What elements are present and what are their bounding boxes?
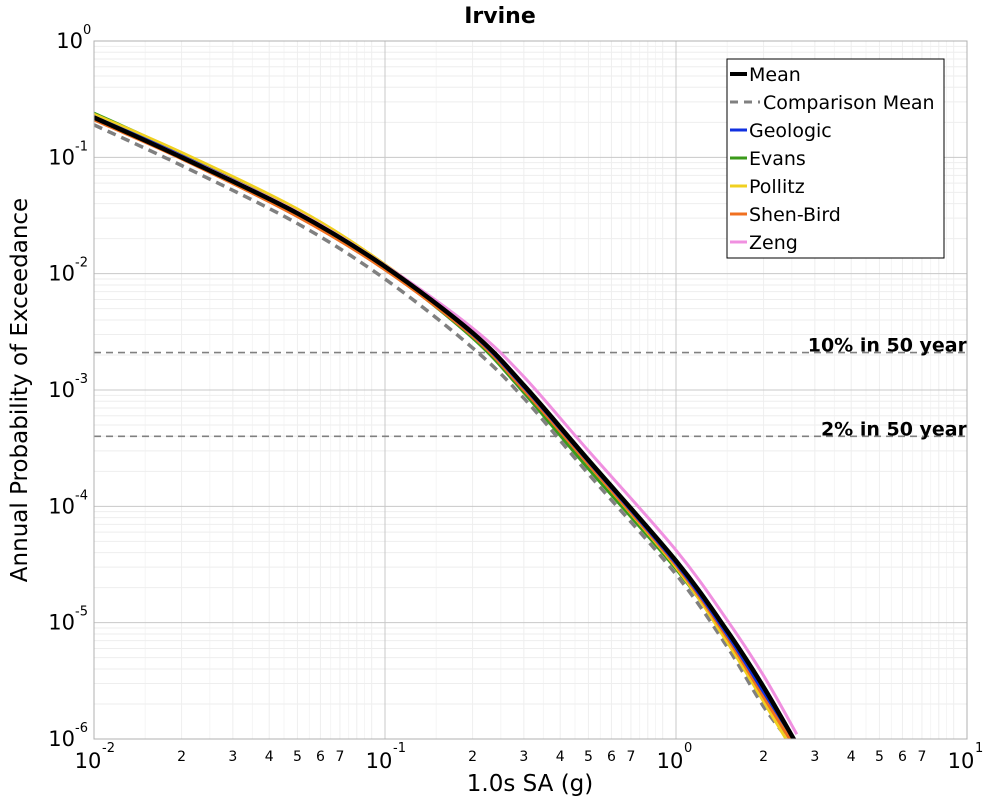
x-tick-exponent: 1 bbox=[975, 741, 983, 756]
reference-line-label: 2% in 50 year bbox=[821, 418, 968, 440]
x-minor-tick-label: 5 bbox=[293, 749, 302, 765]
y-tick-base: 10 bbox=[48, 262, 75, 286]
y-tick-base: 10 bbox=[48, 145, 75, 169]
reference-lines: 10% in 50 year 2% in 50 year bbox=[94, 335, 968, 440]
x-minor-tick-label: 6 bbox=[607, 749, 616, 765]
y-axis-label: Annual Probability of Exceedance bbox=[7, 198, 33, 582]
plot-frame bbox=[93, 40, 968, 740]
x-minor-tick-label: 7 bbox=[917, 749, 926, 765]
y-tick-base: 10 bbox=[48, 611, 75, 635]
legend-item: Mean bbox=[730, 64, 801, 86]
x-minor-tick-label: 4 bbox=[265, 749, 274, 765]
x-tick-exponent: -2 bbox=[102, 741, 115, 756]
legend-item: Evans bbox=[730, 148, 806, 170]
x-minor-tick-label: 2 bbox=[468, 749, 477, 765]
x-minor-tick-label: 3 bbox=[810, 749, 819, 765]
x-major-tick-label: 101 bbox=[948, 741, 984, 773]
y-major-tick-label: 10 0 bbox=[56, 23, 91, 53]
y-major-tick-label: 10 -5 bbox=[48, 605, 88, 635]
y-major-tick-label: 10 -2 bbox=[48, 256, 88, 286]
y-tick-exponent: -2 bbox=[75, 256, 88, 271]
x-minor-tick-label: 3 bbox=[228, 749, 237, 765]
x-minor-tick-label: 2 bbox=[759, 749, 768, 765]
y-tick-base: 10 bbox=[48, 727, 75, 751]
y-tick-exponent: -6 bbox=[75, 721, 88, 736]
x-minor-tick-label: 6 bbox=[316, 749, 325, 765]
y-major-tick-label: 10 -1 bbox=[48, 139, 88, 169]
x-major-tick-label: 10-2 bbox=[75, 741, 115, 773]
y-tick-base: 10 bbox=[56, 29, 83, 53]
y-tick-exponent: -3 bbox=[75, 372, 88, 387]
x-tick-exponent: -1 bbox=[393, 741, 406, 756]
legend-box bbox=[726, 58, 945, 259]
legend-label: Pollitz bbox=[749, 176, 805, 198]
legend-label: Geologic bbox=[749, 120, 832, 142]
x-minor-tick-label: 6 bbox=[898, 749, 907, 765]
legend: Mean Comparison Mean Geologic Evans Pollitz S… bbox=[726, 58, 945, 259]
chart-title: Irvine bbox=[464, 4, 536, 29]
legend-label: Comparison Mean bbox=[763, 92, 935, 114]
y-major-tick-label: 10 -6 bbox=[48, 721, 88, 751]
x-minor-tick-label: 7 bbox=[626, 749, 635, 765]
legend-label: Evans bbox=[749, 148, 806, 170]
x-tick-base: 10 bbox=[75, 749, 102, 773]
y-tick-base: 10 bbox=[48, 378, 75, 402]
legend-item: Shen-Bird bbox=[730, 204, 841, 226]
y-tick-exponent: -1 bbox=[75, 139, 88, 154]
x-minor-tick-label: 4 bbox=[847, 749, 856, 765]
x-major-tick-label: 10-1 bbox=[366, 741, 406, 773]
y-major-tick-label: 10 -4 bbox=[48, 488, 88, 518]
y-major-tick-label: 10 -3 bbox=[48, 372, 88, 402]
x-tick-base: 10 bbox=[657, 749, 684, 773]
series-line-mean bbox=[94, 115, 797, 739]
series-lines bbox=[94, 111, 799, 739]
legend-item: Comparison Mean bbox=[730, 92, 935, 114]
x-minor-tick-label: 7 bbox=[335, 749, 344, 765]
x-minor-tick-label: 4 bbox=[556, 749, 565, 765]
legend-label: Mean bbox=[749, 64, 801, 86]
x-minor-tick-label: 2 bbox=[177, 749, 186, 765]
x-tick-base: 10 bbox=[366, 749, 393, 773]
x-minor-tick-label: 5 bbox=[584, 749, 593, 765]
x-minor-tick-label: 3 bbox=[519, 749, 528, 765]
y-tick-exponent: 0 bbox=[83, 23, 91, 38]
legend-item: Geologic bbox=[730, 120, 832, 142]
legend-item: Pollitz bbox=[730, 176, 805, 198]
x-tick-base: 10 bbox=[948, 749, 975, 773]
legend-item: Zeng bbox=[730, 232, 798, 254]
x-major-tick-label: 100 bbox=[657, 741, 693, 773]
y-tick-exponent: -5 bbox=[75, 605, 88, 620]
y-tick-exponent: -4 bbox=[75, 488, 88, 503]
x-axis-label: 1.0s SA (g) bbox=[467, 771, 594, 797]
y-tick-base: 10 bbox=[48, 494, 75, 518]
reference-line-label: 10% in 50 year bbox=[808, 335, 968, 357]
legend-label: Shen-Bird bbox=[749, 204, 841, 226]
x-tick-exponent: 0 bbox=[684, 741, 692, 756]
legend-label: Zeng bbox=[749, 232, 798, 254]
x-minor-tick-label: 5 bbox=[875, 749, 884, 765]
